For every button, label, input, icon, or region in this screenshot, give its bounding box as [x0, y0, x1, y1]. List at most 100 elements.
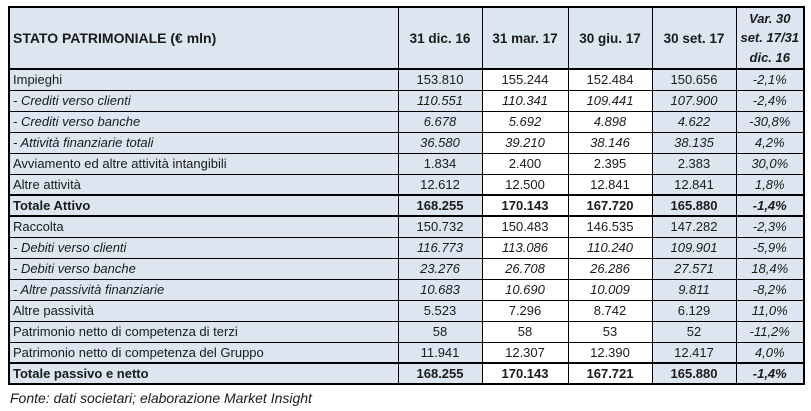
column-header: 31 dic. 16 — [397, 6, 483, 70]
table-row: - Altre passività finanziarie 10.683 10.69… — [8, 278, 805, 301]
source-note: Fonte: dati societari; elaborazione Mark… — [10, 390, 312, 406]
cell-value: 165.880 — [651, 362, 737, 385]
cell-value: 6.129 — [651, 299, 737, 322]
cell-value: 10.009 — [567, 278, 653, 301]
cell-value: 110.551 — [397, 89, 483, 112]
table-row: Patrimonio netto di competenza di terzi 5… — [8, 320, 805, 343]
table-row: Totale Attivo 168.255 170.143 167.720 165.88… — [8, 194, 805, 217]
cell-value: 165.880 — [651, 194, 737, 217]
row-label: Totale Attivo — [8, 194, 399, 217]
cell-value: 38.146 — [567, 131, 653, 154]
row-label: - Crediti verso banche — [8, 110, 399, 133]
column-header: 31 mar. 17 — [481, 6, 569, 70]
cell-value: 150.656 — [651, 68, 737, 91]
table-row: Totale passivo e netto 168.255 170.143 167.… — [8, 362, 805, 385]
row-label: - Debiti verso banche — [8, 257, 399, 280]
cell-value: 30,0% — [735, 152, 805, 175]
table-row: Altre attività 12.612 12.500 12.841 12.841 1,… — [8, 173, 805, 196]
cell-value: -2,1% — [735, 68, 805, 91]
cell-value: 58 — [481, 320, 569, 343]
cell-value: 170.143 — [481, 194, 569, 217]
column-header: Var. 30 set. 17/31 dic. 16 — [735, 6, 805, 70]
row-label: - Altre passività finanziarie — [8, 278, 399, 301]
cell-value: 168.255 — [397, 362, 483, 385]
cell-value: 107.900 — [651, 89, 737, 112]
cell-value: 8.742 — [567, 299, 653, 322]
row-label: Totale passivo e netto — [8, 362, 399, 385]
cell-value: 27.571 — [651, 257, 737, 280]
cell-value: 6.678 — [397, 110, 483, 133]
cell-value: -11,2% — [735, 320, 805, 343]
cell-value: 155.244 — [481, 68, 569, 91]
cell-value: 4,0% — [735, 341, 805, 364]
table-row: - Attività finanziarie totali 36.580 39.21… — [8, 131, 805, 154]
header-row: STATO PATRIMONIALE (€ mln) 31 dic. 16 31 m… — [8, 6, 805, 70]
cell-value: 110.240 — [567, 236, 653, 259]
cell-value: 168.255 — [397, 194, 483, 217]
cell-value: 5.692 — [481, 110, 569, 133]
cell-value: 146.535 — [567, 215, 653, 238]
cell-value: -2,4% — [735, 89, 805, 112]
cell-value: 26.286 — [567, 257, 653, 280]
cell-value: 4,2% — [735, 131, 805, 154]
cell-value: 12.307 — [481, 341, 569, 364]
cell-value: 11.941 — [397, 341, 483, 364]
cell-value: 52 — [651, 320, 737, 343]
cell-value: 58 — [397, 320, 483, 343]
cell-value: 113.086 — [481, 236, 569, 259]
table-row: Altre passività 5.523 7.296 8.742 6.129 11,0% — [8, 299, 805, 322]
cell-value: 4.622 — [651, 110, 737, 133]
cell-value: 11,0% — [735, 299, 805, 322]
table-row: - Debiti verso banche 23.276 26.708 26.286 2… — [8, 257, 805, 280]
cell-value: 2.395 — [567, 152, 653, 175]
row-label: - Debiti verso clienti — [8, 236, 399, 259]
cell-value: 26.708 — [481, 257, 569, 280]
row-label: Altre attività — [8, 173, 399, 196]
cell-value: 5.523 — [397, 299, 483, 322]
row-label: Avviamento ed altre attività intangibili — [8, 152, 399, 175]
table-row: Avviamento ed altre attività intangibili… — [8, 152, 805, 175]
cell-value: 12.612 — [397, 173, 483, 196]
cell-value: 110.341 — [481, 89, 569, 112]
cell-value: 170.143 — [481, 362, 569, 385]
cell-value: -30,8% — [735, 110, 805, 133]
column-header: 30 giu. 17 — [567, 6, 653, 70]
cell-value: 10.683 — [397, 278, 483, 301]
cell-value: 12.500 — [481, 173, 569, 196]
cell-value: -1,4% — [735, 362, 805, 385]
cell-value: 12.390 — [567, 341, 653, 364]
row-label: Patrimonio netto di competenza di terzi — [8, 320, 399, 343]
cell-value: 2.400 — [481, 152, 569, 175]
cell-value: 153.810 — [397, 68, 483, 91]
row-label: Impieghi — [8, 68, 399, 91]
table-title: STATO PATRIMONIALE (€ mln) — [8, 6, 399, 70]
cell-value: 1.834 — [397, 152, 483, 175]
cell-value: 167.720 — [567, 194, 653, 217]
cell-value: 36.580 — [397, 131, 483, 154]
cell-value: 10.690 — [481, 278, 569, 301]
cell-value: 150.483 — [481, 215, 569, 238]
cell-value: 147.282 — [651, 215, 737, 238]
cell-value: 23.276 — [397, 257, 483, 280]
cell-value: 1,8% — [735, 173, 805, 196]
table-row: - Crediti verso clienti 110.551 110.341 109… — [8, 89, 805, 112]
cell-value: -5,9% — [735, 236, 805, 259]
cell-value: 152.484 — [567, 68, 653, 91]
cell-value: -8,2% — [735, 278, 805, 301]
cell-value: 109.901 — [651, 236, 737, 259]
cell-value: 53 — [567, 320, 653, 343]
cell-value: 150.732 — [397, 215, 483, 238]
table-row: - Debiti verso clienti 116.773 113.086 110.… — [8, 236, 805, 259]
cell-value: -1,4% — [735, 194, 805, 217]
cell-value: 116.773 — [397, 236, 483, 259]
cell-value: 167.721 — [567, 362, 653, 385]
table-row: Patrimonio netto di competenza del Grupp… — [8, 341, 805, 364]
cell-value: -2,3% — [735, 215, 805, 238]
cell-value: 39.210 — [481, 131, 569, 154]
cell-value: 12.841 — [567, 173, 653, 196]
row-label: Altre passività — [8, 299, 399, 322]
cell-value: 12.841 — [651, 173, 737, 196]
table-row: Raccolta 150.732 150.483 146.535 147.282 -2,3… — [8, 215, 805, 238]
cell-value: 38.135 — [651, 131, 737, 154]
